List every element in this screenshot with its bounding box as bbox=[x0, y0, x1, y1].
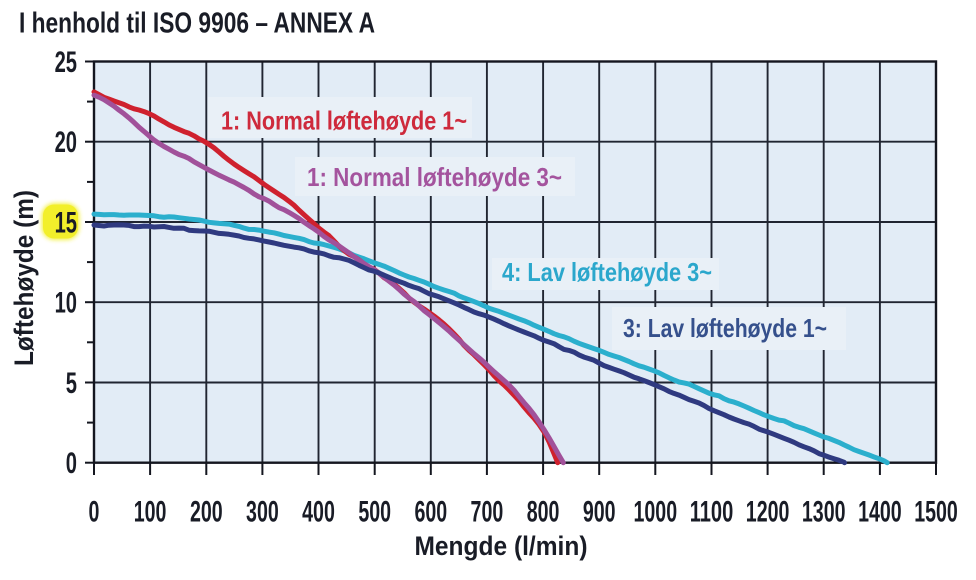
svg-text:700: 700 bbox=[471, 496, 504, 529]
svg-text:1400: 1400 bbox=[858, 496, 902, 529]
svg-text:600: 600 bbox=[414, 496, 447, 529]
svg-text:800: 800 bbox=[527, 496, 560, 529]
svg-text:0: 0 bbox=[66, 447, 77, 480]
svg-text:1500: 1500 bbox=[914, 496, 958, 529]
svg-text:20: 20 bbox=[55, 126, 77, 159]
svg-text:3: Lav løftehøyde 1~: 3: Lav løftehøyde 1~ bbox=[623, 313, 827, 343]
svg-text:Mengde (l/min): Mengde (l/min) bbox=[415, 531, 588, 561]
svg-text:1: Normal løftehøyde 1~: 1: Normal løftehøyde 1~ bbox=[221, 106, 467, 136]
svg-text:1: Normal løftehøyde 3~: 1: Normal løftehøyde 3~ bbox=[307, 162, 562, 192]
svg-text:300: 300 bbox=[246, 496, 279, 529]
svg-text:900: 900 bbox=[583, 496, 616, 529]
svg-text:200: 200 bbox=[190, 496, 223, 529]
svg-text:100: 100 bbox=[134, 496, 167, 529]
svg-text:1200: 1200 bbox=[746, 496, 790, 529]
svg-text:1300: 1300 bbox=[802, 496, 846, 529]
svg-text:25: 25 bbox=[55, 46, 77, 79]
svg-text:4: Lav løftehøyde 3~: 4: Lav løftehøyde 3~ bbox=[502, 257, 712, 287]
svg-text:500: 500 bbox=[358, 496, 391, 529]
svg-text:15: 15 bbox=[55, 206, 77, 239]
svg-text:5: 5 bbox=[66, 367, 77, 400]
svg-text:1100: 1100 bbox=[690, 496, 734, 529]
svg-text:Løftehøyde (m): Løftehøyde (m) bbox=[9, 190, 39, 366]
svg-text:10: 10 bbox=[55, 287, 77, 320]
svg-text:400: 400 bbox=[302, 496, 335, 529]
svg-text:I henhold til ISO 9906 – ANNEX: I henhold til ISO 9906 – ANNEX A bbox=[19, 8, 375, 40]
svg-text:0: 0 bbox=[89, 496, 100, 529]
svg-text:1000: 1000 bbox=[634, 496, 678, 529]
